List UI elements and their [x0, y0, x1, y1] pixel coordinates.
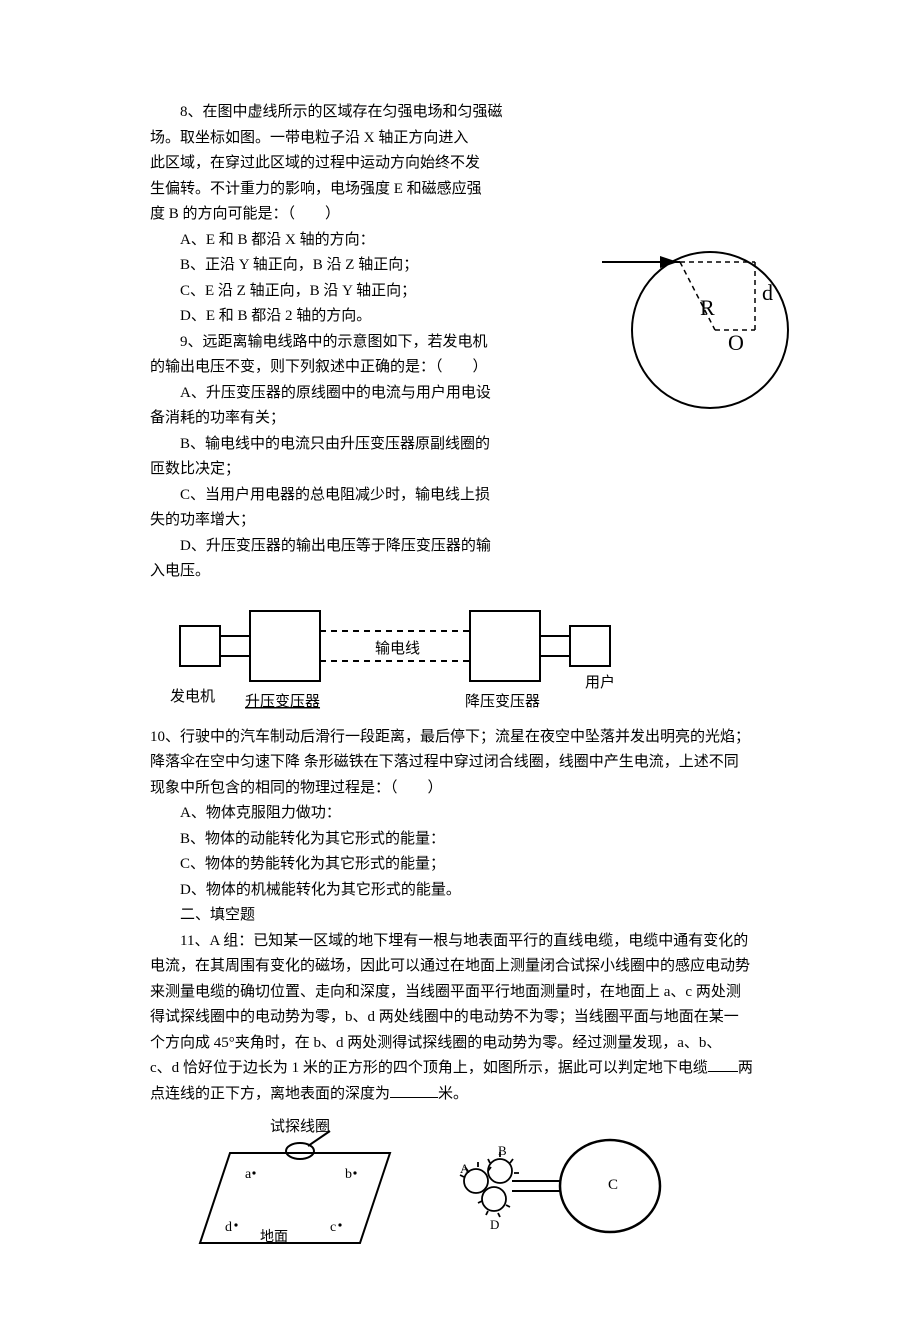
q10-opt-C: C、物体的势能转化为其它形式的能量；: [150, 852, 810, 878]
section-2-title: 二、填空题: [150, 903, 810, 929]
label-R: R: [700, 295, 715, 320]
q11-l6-post: 两: [738, 1060, 753, 1076]
figure-circle: R d O: [600, 200, 810, 430]
label-b: b: [345, 1167, 352, 1182]
q10-l2: 降落伞在空中匀速下降 条形磁铁在下落过程中穿过闭合线圈，线圈中产生电流，上述不同: [150, 750, 810, 776]
label-gear-A: A: [460, 1161, 470, 1176]
q11-l4: 得试探线圈中的电动势为零，b、d 两处线圈中的电动势不为零；当线圈平面与地面在某…: [150, 1005, 810, 1031]
label-O: O: [728, 330, 744, 355]
q9-opt-D1: D、升压变压器的输出电压等于降压变压器的输: [150, 534, 810, 560]
transmission-svg: 发电机 升压变压器 输电线 降压变压器 用户: [170, 591, 640, 721]
q11-l7: 点连线的正下方，离地表面的深度为 米。: [150, 1082, 810, 1108]
figure-row-bottom: 试探线圈 a b c d 地面: [190, 1113, 810, 1263]
circle-diagram-svg: R d O: [600, 200, 810, 430]
q8-stem-1: 8、在图中虚线所示的区域存在匀强电场和匀强磁: [150, 100, 810, 126]
q11-l5: 个方向成 45°夹角时，在 b、d 两处测得试探线圈的电动势为零。经过测量发现，…: [150, 1031, 810, 1057]
q11-l7-post: 米。: [438, 1086, 468, 1102]
q8-stem-4: 生偏转。不计重力的影响，电场强度 E 和磁感应强: [150, 177, 810, 203]
q11-l1: 11、A 组：已知某一区域的地下埋有一根与地表面平行的直线电缆，电缆中通有变化的: [150, 929, 810, 955]
q9-opt-C1: C、当用户用电器的总电阻减少时，输电线上损: [150, 483, 810, 509]
q11-l6: c、d 恰好位于边长为 1 米的正方形的四个顶角上，如图所示，据此可以判定地下电…: [150, 1056, 810, 1082]
q10-l3: 现象中所包含的相同的物理过程是：（ ）: [150, 776, 810, 802]
label-c: c: [330, 1220, 336, 1235]
q9-opt-B1: B、输电线中的电流只由升压变压器原副线圈的: [150, 432, 810, 458]
blank-1: [708, 1056, 738, 1072]
q11-l6-pre: c、d 恰好位于边长为 1 米的正方形的四个顶角上，如图所示，据此可以判定地下电…: [150, 1060, 708, 1076]
q9-opt-C2: 失的功率增大；: [150, 508, 810, 534]
q11-l3: 来测量电缆的确切位置、走向和深度，当线圈平面平行地面测量时，在地面上 a、c 两…: [150, 980, 810, 1006]
q11-l2: 电流，在其周围有变化的磁场，因此可以通过在地面上测量闭合试探小线圈中的感应电动势: [150, 954, 810, 980]
label-stepup: 升压变压器: [245, 693, 320, 710]
q10-opt-B: B、物体的动能转化为其它形式的能量：: [150, 827, 810, 853]
q8-stem-2: 场。取坐标如图。一带电粒子沿 X 轴正方向进入: [150, 126, 810, 152]
q8-stem-3: 此区域，在穿过此区域的过程中运动方向始终不发: [150, 151, 810, 177]
blank-2: [390, 1082, 438, 1098]
label-gear-C: C: [608, 1177, 618, 1193]
label-stepdown: 降压变压器: [465, 693, 540, 710]
label-coil-title: 试探线圈: [270, 1118, 330, 1135]
figure-transmission: 发电机 升压变压器 输电线 降压变压器 用户: [170, 591, 810, 721]
q10-l1: 10、行驶中的汽车制动后滑行一段距离，最后停下；流星在夜空中坠落并发出明亮的光焰…: [150, 725, 810, 751]
label-d: d: [762, 280, 773, 305]
label-user: 用户: [585, 674, 615, 691]
q9-opt-B2: 匝数比决定；: [150, 457, 810, 483]
label-line: 输电线: [375, 640, 420, 657]
gear-figure-svg: A B D C: [440, 1133, 680, 1263]
label-ground: 地面: [260, 1229, 288, 1245]
q11-l7-pre: 点连线的正下方，离地表面的深度为: [150, 1086, 390, 1102]
q9-opt-D2: 入电压。: [150, 559, 810, 585]
document-page: R d O 8、在图中虚线所示的区域存在匀强电场和匀强磁 场。取坐标如图。一带电…: [0, 0, 920, 1329]
q10-opt-A: A、物体克服阻力做功：: [150, 801, 810, 827]
q10-opt-D: D、物体的机械能转化为其它形式的能量。: [150, 878, 810, 904]
label-d: d: [225, 1220, 232, 1235]
label-generator: 发电机: [170, 688, 215, 705]
coil-figure-svg: 试探线圈 a b c d 地面: [190, 1113, 410, 1263]
label-gear-B: B: [498, 1143, 507, 1158]
label-a: a: [245, 1167, 252, 1182]
label-gear-D: D: [490, 1217, 499, 1232]
